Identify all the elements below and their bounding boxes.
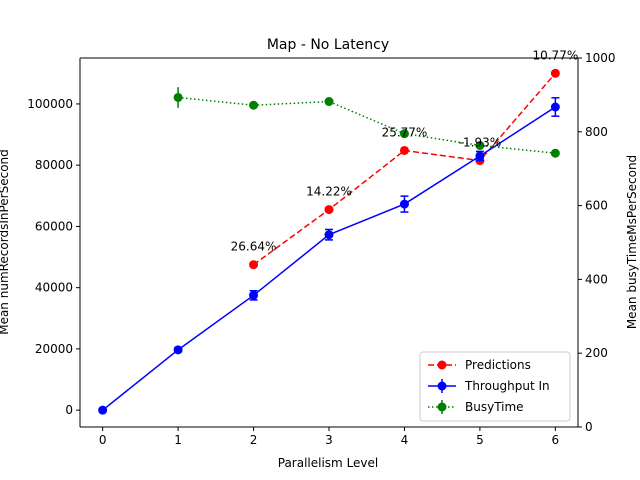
percent-annotation: -1.93% <box>459 136 501 150</box>
predictions-line <box>253 72 556 266</box>
y-tick-label-left: 0 <box>65 403 73 417</box>
x-tick-label: 5 <box>476 433 484 447</box>
busytime-point <box>324 97 334 107</box>
x-tick-label: 6 <box>552 433 560 447</box>
throughput-in-point <box>550 102 560 112</box>
throughput-in-point <box>249 290 259 300</box>
y-tick-label-left: 80000 <box>35 158 73 172</box>
legend-box <box>419 351 571 422</box>
x-tick-label: 0 <box>99 433 107 447</box>
x-tick-label: 1 <box>174 433 182 447</box>
y-tick-label-right: 200 <box>585 346 608 360</box>
legend-marker-busytime <box>437 402 447 412</box>
predictions-point <box>550 68 560 78</box>
throughput-in-point <box>98 405 108 415</box>
percent-annotation: 10.77% <box>532 48 578 62</box>
percent-annotation: 14.22% <box>306 185 352 199</box>
busytime-point <box>550 148 560 158</box>
legend-marker-throughput-in <box>437 381 447 391</box>
x-axis-label: Parallelism Level <box>278 456 379 470</box>
throughput-in-point <box>475 151 485 161</box>
y-tick-label-left: 40000 <box>35 281 73 295</box>
busytime-point <box>475 140 485 150</box>
y-tick-label-left: 100000 <box>27 97 73 111</box>
x-tick-label: 2 <box>250 433 258 447</box>
y-tick-label-left: 20000 <box>35 342 73 356</box>
y-axis-label-left: Mean numRecordsInPerSecond <box>0 149 11 335</box>
x-tick-label: 3 <box>325 433 333 447</box>
y-tick-label-right: 400 <box>585 272 608 286</box>
predictions-point <box>324 205 334 215</box>
chart-title: Map - No Latency <box>267 37 389 53</box>
legend-label-busytime: BusyTime <box>465 400 524 414</box>
throughput-in-point <box>173 345 183 355</box>
throughput-in-point <box>399 199 409 209</box>
y-tick-label-right: 800 <box>585 125 608 139</box>
busytime-point <box>249 100 259 110</box>
legend-label-predictions: Predictions <box>465 358 531 372</box>
busytime-point <box>399 129 409 139</box>
percent-annotation: 25.77% <box>382 125 428 139</box>
legend-label-throughput-in: Throughput In <box>464 379 550 393</box>
y-tick-label-left: 60000 <box>35 219 73 233</box>
throughput-in-point <box>324 230 334 240</box>
y-tick-label-right: 1000 <box>585 51 616 65</box>
y-axis-label-right: Mean busyTimeMsPerSecond <box>625 155 639 329</box>
plot-area: 0 1 2 3 4 5 6 0 20000 40000 60000 80000 100000 0 200 40… <box>27 48 615 447</box>
percent-annotation: 26.64% <box>231 240 277 254</box>
legend: Predictions Throughput In BusyTime <box>419 351 571 422</box>
predictions-point <box>249 260 259 270</box>
y-tick-label-right: 0 <box>585 420 593 434</box>
x-tick-label: 4 <box>401 433 409 447</box>
predictions-point <box>399 145 409 155</box>
legend-marker-predictions <box>437 360 447 370</box>
busytime-line <box>178 96 556 154</box>
busytime-point <box>173 92 183 102</box>
y-tick-label-right: 600 <box>585 199 608 213</box>
